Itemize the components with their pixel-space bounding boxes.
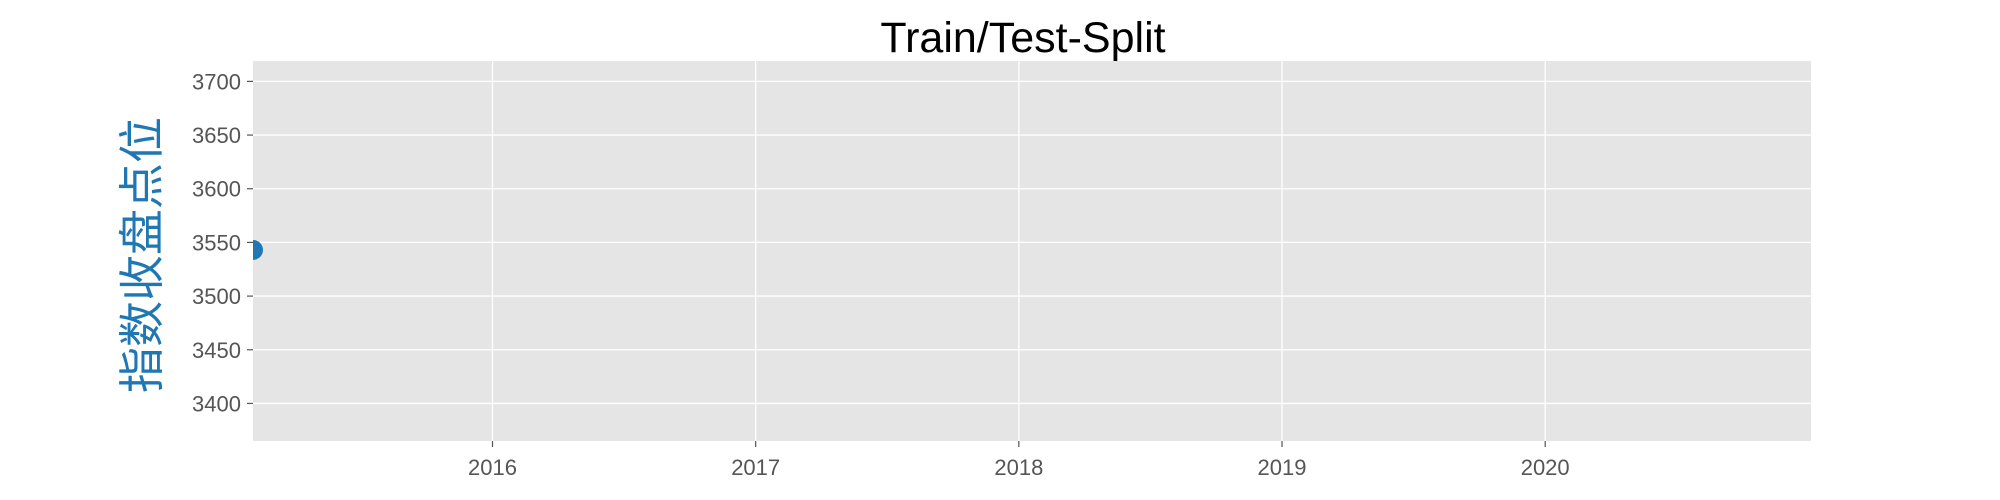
y-axis-label: 指数收盘点位 — [115, 117, 169, 393]
chart-title: Train/Test-Split — [880, 14, 1165, 62]
y-tick-label: 3650 — [192, 123, 241, 148]
y-tick-label: 3450 — [192, 338, 241, 363]
y-axis: 3400 3450 3500 3550 3600 3650 3700 — [192, 69, 253, 416]
plot-area — [253, 61, 1811, 441]
y-tick-label: 3700 — [192, 69, 241, 94]
data-point — [253, 239, 263, 260]
x-tick-label: 2018 — [994, 455, 1043, 480]
y-tick-label: 3550 — [192, 230, 241, 255]
y-tick-label: 3600 — [192, 177, 241, 202]
y-tick-label: 3500 — [192, 284, 241, 309]
x-axis: 2016 2017 2018 2019 2020 — [468, 441, 1570, 480]
x-tick-label: 2016 — [468, 455, 517, 480]
y-tick-label: 3400 — [192, 391, 241, 416]
x-tick-label: 2019 — [1258, 455, 1307, 480]
data-points — [253, 239, 263, 260]
x-tick-label: 2020 — [1521, 455, 1570, 480]
x-tick-label: 2017 — [731, 455, 780, 480]
grid-layer — [253, 61, 1811, 441]
